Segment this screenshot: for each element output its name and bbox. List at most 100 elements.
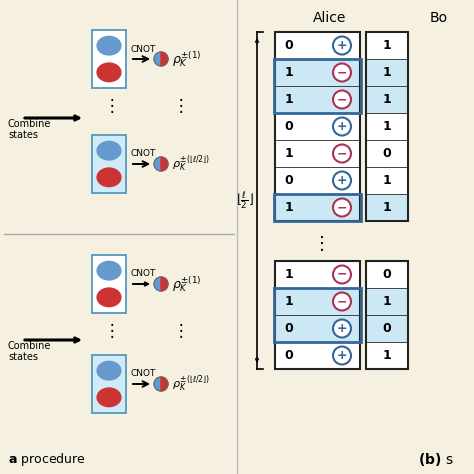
Text: +: + (337, 120, 347, 133)
Bar (366, 194, 408, 221)
Text: Combine: Combine (8, 119, 51, 129)
Text: CNOT: CNOT (130, 45, 155, 54)
Bar (274, 59, 361, 113)
Bar (275, 315, 360, 342)
Wedge shape (161, 377, 168, 391)
Circle shape (333, 346, 351, 365)
Circle shape (333, 292, 351, 310)
Text: Alice: Alice (313, 11, 346, 25)
Text: 1: 1 (383, 349, 392, 362)
Bar (366, 59, 408, 86)
Bar (275, 113, 360, 140)
Bar (366, 32, 408, 59)
Bar (366, 113, 408, 140)
Text: 1: 1 (284, 201, 293, 214)
Bar (366, 32, 408, 221)
Text: 1: 1 (284, 268, 293, 281)
Bar (92, 255, 126, 313)
Bar (366, 315, 408, 342)
Text: $\vdots$: $\vdots$ (173, 320, 183, 339)
Text: 1: 1 (383, 93, 392, 106)
Circle shape (333, 145, 351, 163)
Text: 0: 0 (383, 147, 392, 160)
Text: CNOT: CNOT (130, 370, 155, 379)
Bar (366, 288, 408, 315)
Text: 1: 1 (383, 295, 392, 308)
Circle shape (333, 36, 351, 55)
Bar (275, 32, 360, 59)
Text: +: + (337, 174, 347, 187)
Text: 1: 1 (383, 66, 392, 79)
Bar (366, 86, 408, 113)
Bar (275, 342, 360, 369)
Circle shape (333, 199, 351, 217)
Wedge shape (161, 52, 168, 66)
Bar (92, 135, 126, 193)
Text: 1: 1 (383, 120, 392, 133)
Bar (366, 342, 408, 369)
Ellipse shape (97, 63, 121, 82)
Text: 1: 1 (284, 93, 293, 106)
Text: $\rho_K^{\pm(\lfloor\ell/2\rfloor)}$: $\rho_K^{\pm(\lfloor\ell/2\rfloor)}$ (172, 154, 210, 174)
Circle shape (333, 265, 351, 283)
Text: −: − (337, 268, 347, 281)
Text: $\vdots$: $\vdots$ (311, 234, 323, 253)
Bar (92, 30, 126, 88)
Text: +: + (337, 39, 347, 52)
Text: Combine: Combine (8, 341, 51, 351)
Circle shape (333, 172, 351, 190)
Circle shape (333, 91, 351, 109)
Text: $\vdots$: $\vdots$ (173, 95, 183, 115)
Ellipse shape (97, 261, 121, 280)
Bar (274, 288, 361, 342)
Wedge shape (154, 377, 161, 391)
Ellipse shape (97, 36, 121, 55)
Text: Bo: Bo (430, 11, 448, 25)
Text: $\mathbf{a}$ procedure: $\mathbf{a}$ procedure (8, 452, 86, 468)
Bar (275, 261, 360, 369)
Text: CNOT: CNOT (130, 270, 155, 279)
Text: −: − (337, 66, 347, 79)
Text: 1: 1 (383, 201, 392, 214)
Text: $\rho_K^{\pm(\lfloor\ell/2\rfloor)}$: $\rho_K^{\pm(\lfloor\ell/2\rfloor)}$ (172, 374, 210, 394)
Bar (275, 140, 360, 167)
Text: $\rho_K^{\pm(1)}$: $\rho_K^{\pm(1)}$ (172, 49, 201, 69)
Text: $\rho_K^{\pm(1)}$: $\rho_K^{\pm(1)}$ (172, 274, 201, 294)
Text: −: − (337, 201, 347, 214)
Text: 1: 1 (284, 147, 293, 160)
Text: 1: 1 (284, 295, 293, 308)
Bar (275, 86, 360, 113)
Text: 0: 0 (284, 322, 293, 335)
Bar (92, 355, 126, 413)
Text: CNOT: CNOT (130, 149, 155, 158)
Text: $\lfloor\frac{\ell}{2}\rfloor$: $\lfloor\frac{\ell}{2}\rfloor$ (236, 190, 254, 211)
Text: 1: 1 (383, 39, 392, 52)
Text: +: + (337, 349, 347, 362)
Circle shape (333, 118, 351, 136)
Circle shape (333, 64, 351, 82)
Ellipse shape (97, 141, 121, 160)
Text: 0: 0 (284, 349, 293, 362)
Text: states: states (8, 352, 38, 362)
Wedge shape (154, 52, 161, 66)
Text: $\mathbf{(b)}$ s: $\mathbf{(b)}$ s (418, 452, 454, 468)
Bar (275, 261, 360, 288)
Wedge shape (154, 277, 161, 291)
Bar (366, 261, 408, 288)
Wedge shape (161, 157, 168, 171)
Bar (275, 167, 360, 194)
Text: $\vdots$: $\vdots$ (103, 95, 115, 115)
Ellipse shape (97, 361, 121, 380)
Bar (275, 288, 360, 315)
Wedge shape (161, 277, 168, 291)
Text: 1: 1 (383, 174, 392, 187)
Text: +: + (337, 322, 347, 335)
Text: states: states (8, 130, 38, 140)
Ellipse shape (97, 388, 121, 407)
Ellipse shape (97, 168, 121, 187)
Text: 1: 1 (284, 66, 293, 79)
Bar (366, 261, 408, 369)
Text: 0: 0 (383, 268, 392, 281)
Ellipse shape (97, 288, 121, 307)
Text: −: − (337, 147, 347, 160)
